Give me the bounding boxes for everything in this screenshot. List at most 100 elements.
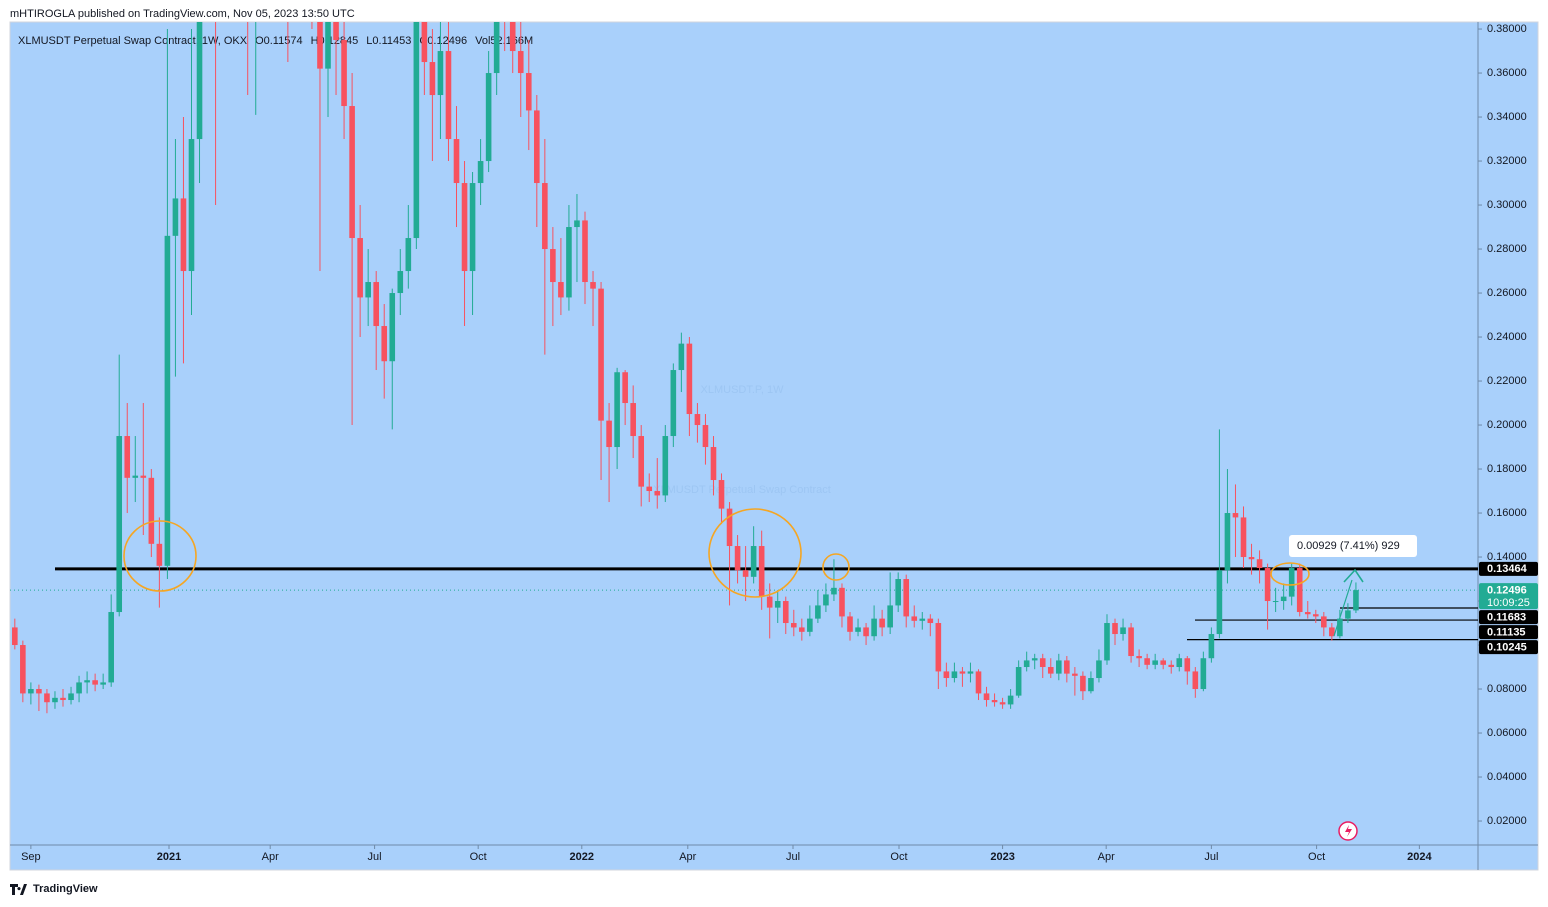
candle-body [1176,658,1183,668]
candle-body [823,594,829,606]
candle-body [646,486,653,492]
candle-body [116,436,123,613]
alert-icon-bolt [1345,825,1352,837]
price-tag-label: 0.12496 [1487,585,1527,597]
candle-body [1120,627,1126,635]
candle-body [959,671,966,674]
candle-body [1240,517,1247,558]
candle-body [1015,667,1022,696]
candle-body [967,671,974,674]
candle-body [164,235,171,566]
candle-body [790,623,797,628]
candle-body [542,183,548,250]
candle-body [879,618,885,628]
candle-body [758,546,765,597]
candle-body [333,22,339,41]
candle-body [502,0,508,7]
candle-body [911,616,918,621]
highlight-circle [123,520,197,592]
candle-body [172,198,179,236]
price-tag [1479,610,1538,625]
legend: XLMUSDT Perpetual Swap Contract, 1W, OKX… [18,35,533,47]
price-tag-label: 0.13464 [1487,563,1528,575]
x-tick-label: Jul [1204,851,1218,863]
candle-body [92,680,98,685]
candle-body [20,645,26,694]
candle-body [750,546,757,577]
candle-body [68,693,74,701]
candle-body [461,183,468,272]
candle-body [831,587,837,595]
candle-body [1152,660,1158,665]
candle-body [638,436,645,487]
candle-body [1272,601,1279,603]
candle-body [1160,660,1166,665]
y-tick-label: 0.26000 [1487,287,1527,299]
candle-body [44,693,50,703]
candle-body [373,282,379,327]
candle-body [1208,634,1215,659]
candle-body [405,238,412,272]
candle-body [742,570,749,577]
candle-body [574,220,580,228]
chart-frame [9,21,1539,871]
candle-body [52,697,58,703]
candle-body [606,420,612,448]
watermark-symbol: XLMUSDT.P, 1W [701,384,785,396]
candle-body [951,671,958,679]
x-tick-label: 2024 [1407,851,1432,863]
candle-body [782,601,789,624]
highlight-circle [822,553,850,581]
candle-body [28,689,34,694]
candle-body [477,161,484,184]
candle-body [1296,568,1303,613]
candle-body [550,249,556,283]
x-tick-label: Oct [470,851,487,863]
candle-body [710,447,717,481]
candle-body [943,671,950,679]
candle-body [349,106,355,239]
plot [10,0,1478,714]
countdown: 10:09:25 [1487,597,1530,609]
candle-body [903,579,910,617]
candle-body [156,543,163,566]
candle-body [983,693,990,701]
candle-body [718,480,725,509]
y-tick-label: 0.14000 [1487,551,1527,563]
candle-body [887,605,893,628]
candle-body [389,293,396,362]
candle-body [935,623,942,672]
x-tick-label: Apr [1098,851,1115,863]
y-tick-label: 0.18000 [1487,463,1527,475]
candle-body [341,40,347,107]
candle-body [566,227,572,298]
y-tick-label: 0.20000 [1487,419,1527,431]
candle-body [381,326,388,362]
candle-body [140,475,147,478]
candle-body [654,491,661,496]
candle-body [485,73,492,162]
candle-body [365,282,371,298]
legend-title: XLMUSDT Perpetual Swap Contract, 1W, OKX [18,35,248,47]
candle-body [766,596,773,608]
measure-label: 0.00929 (7.41%) 929 [1297,540,1400,552]
x-tick-label: 2023 [990,851,1014,863]
candle-body [855,627,861,632]
y-tick-label: 0.34000 [1487,111,1527,123]
candle-body [421,22,428,63]
candle-body [525,73,532,111]
candle-body [429,62,436,96]
candle-body [799,627,805,632]
x-tick-label: Apr [262,851,279,863]
candle-body [1047,667,1054,674]
candle-body [807,618,813,632]
candle-body [614,372,620,448]
candle-body [1353,590,1359,611]
candle-body [1023,660,1030,668]
candle-body [1192,671,1199,690]
x-tick-label: Sep [21,851,41,863]
candle-body [702,425,709,448]
candle-body [437,51,444,96]
candle-body [975,671,982,694]
candle-body [36,689,42,694]
